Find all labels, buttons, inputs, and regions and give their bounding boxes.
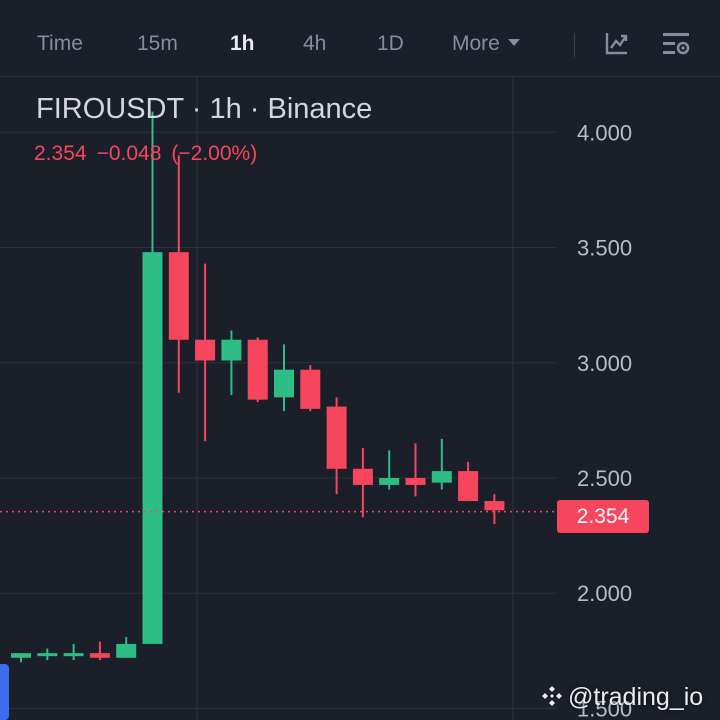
y-tick-label: 1.500 (577, 696, 632, 720)
interval-time[interactable]: Time (37, 32, 83, 55)
candle-body-down (458, 471, 479, 502)
more-intervals-button[interactable]: More (452, 32, 520, 56)
candle-body-down (195, 339, 216, 361)
y-tick-label: 3.500 (577, 236, 632, 261)
price-change-readout: 2.354 −0.048 (−2.00%) (34, 142, 267, 166)
grid-layer (0, 77, 556, 720)
indicator-chart-icon[interactable] (605, 31, 629, 60)
candle-body-down (168, 252, 189, 340)
candle-body-up (142, 252, 163, 644)
candle-body-down (247, 339, 268, 400)
candle-body-up (221, 339, 242, 361)
interval-1h[interactable]: 1h (230, 32, 255, 55)
diamond-logo-icon (540, 684, 564, 715)
candle-body-down (352, 468, 373, 485)
candle-body-down (89, 653, 110, 658)
last-price: 2.354 (34, 142, 87, 165)
interval-15m[interactable]: 15m (137, 32, 178, 55)
candle-body-up (116, 643, 137, 658)
candle-body-up (37, 653, 58, 657)
candle-layer (0, 111, 556, 663)
caret-down-icon (507, 39, 520, 46)
candlestick-chart[interactable]: 4.000 3.500 3.000 2.500 2.000 1.500 (0, 77, 720, 720)
toolbar-divider (574, 33, 575, 57)
y-tick-label: 2.000 (577, 581, 632, 606)
candle-body-down (405, 478, 426, 485)
last-price-tag: 2.354 (557, 500, 649, 533)
more-label: More (452, 32, 500, 55)
candle-body-up (274, 369, 294, 398)
candle-body-down (484, 501, 505, 511)
price-axis[interactable]: 4.000 3.500 3.000 2.500 2.000 1.500 (577, 120, 632, 720)
watermark: @trading_io (540, 683, 703, 715)
candle-body-up (11, 653, 31, 658)
candle-body-down (326, 406, 347, 469)
chart-settings-icon[interactable] (662, 31, 690, 62)
chart-area[interactable]: 4.000 3.500 3.000 2.500 2.000 1.500 (0, 77, 720, 720)
candle-body-up (379, 478, 400, 485)
interval-1d[interactable]: 1D (377, 32, 404, 55)
interval-toolbar: Time 15m 1h 4h 1D More (0, 0, 720, 77)
candle-body-up (431, 471, 452, 483)
y-tick-label: 3.000 (577, 351, 632, 376)
y-tick-label: 2.500 (577, 466, 632, 491)
interval-4h[interactable]: 4h (303, 32, 327, 55)
price-change: −0.048 (96, 142, 162, 165)
price-change-percent: (−2.00%) (171, 142, 258, 165)
watermark-text: @trading_io (568, 683, 704, 711)
candle-body-down (300, 369, 321, 409)
y-tick-label: 4.000 (577, 120, 632, 145)
symbol-title: FIROUSDT · 1h · Binance (36, 93, 373, 125)
drawing-panel-tab[interactable] (0, 664, 9, 720)
candle-body-up (63, 653, 84, 657)
